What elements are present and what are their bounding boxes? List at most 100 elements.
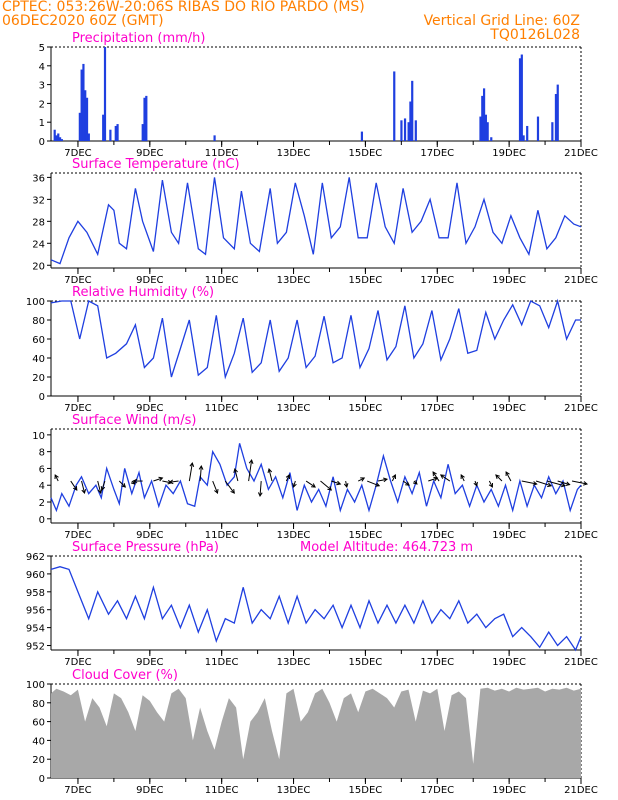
precip-bar — [520, 54, 523, 141]
precip-bar — [87, 133, 90, 141]
precip-bar — [556, 84, 559, 141]
x-tick-label: 15DEC — [349, 785, 383, 796]
x-tick-label: 9DEC — [136, 657, 163, 668]
y-tick-label: 8 — [39, 448, 45, 459]
x-tick-label: 7DEC — [64, 530, 91, 541]
x-tick-label: 19DEC — [492, 148, 526, 159]
wind-panel: Surface Wind (m/s) 0 2 4 6 8 10 7DEC 9DEC 11DEC 13… — [32, 413, 598, 541]
x-tick-label: 13DEC — [277, 530, 311, 541]
precip-bar — [393, 71, 396, 141]
cloud-panel: Cloud Cover (%) 0 20 40 60 80 100 7DEC 9DEC 11DEC… — [26, 668, 598, 796]
y-tick-label: 0 — [39, 774, 45, 785]
x-tick-label: 7DEC — [64, 148, 91, 159]
x-tick-label: 15DEC — [349, 403, 383, 414]
wind-arrow-head — [100, 486, 106, 491]
precip-panel: Precipitation (mm/h) 0 1 2 3 4 5 7DEC 9DEC 11DEC 1… — [39, 31, 598, 159]
wind-arrow — [224, 480, 235, 494]
wind-arrow — [248, 459, 253, 482]
wind-arrow — [97, 480, 102, 494]
wind-arrow — [285, 474, 290, 482]
y-tick-label: 0 — [39, 392, 45, 403]
y-tick-label: 3 — [39, 81, 45, 92]
wind-arrow — [259, 480, 262, 497]
x-tick-label: 7DEC — [64, 785, 91, 796]
wind-arrow-head — [54, 474, 59, 480]
precip-bar — [60, 139, 63, 141]
precip-bar — [78, 112, 81, 141]
wind-arrow — [495, 474, 503, 482]
precip-bar — [411, 80, 414, 141]
precip-bar — [84, 90, 87, 141]
wind-arrow-head — [285, 474, 290, 480]
x-tick-label: 13DEC — [277, 657, 311, 668]
x-tick-label: 15DEC — [349, 530, 383, 541]
rh-line — [50, 298, 581, 380]
y-tick-label: 80 — [32, 699, 45, 710]
temp-title: Surface Temperature (nC) — [72, 157, 240, 172]
wind-arrow-head — [565, 481, 571, 486]
wind-arrow — [460, 474, 465, 482]
y-tick-label: 5 — [39, 43, 45, 54]
precip-bar — [403, 118, 407, 141]
precip-bar — [80, 69, 83, 141]
x-tick-label: 7DEC — [64, 657, 91, 668]
y-tick-label: 6 — [39, 464, 45, 475]
precip-bar — [481, 95, 484, 141]
y-tick-label: 2 — [39, 99, 45, 110]
y-tick-label: 962 — [26, 552, 45, 563]
precip-bar — [82, 63, 85, 141]
wind-arrow — [571, 480, 588, 485]
y-tick-label: 20 — [32, 373, 45, 384]
wind-arrow-head — [473, 481, 478, 487]
x-tick-label: 15DEC — [349, 275, 383, 286]
precip-bar — [486, 122, 489, 141]
wind-arrow-head — [336, 480, 342, 486]
wind-arrow-head — [292, 482, 297, 488]
wind-arrow — [101, 480, 106, 491]
wind-arrow-head — [432, 471, 437, 477]
wind-arrow-head — [168, 479, 174, 485]
x-tick-label: 19DEC — [492, 785, 526, 796]
wind-arrow — [153, 477, 163, 482]
x-tick-label: 15DEC — [349, 148, 383, 159]
wind-arrow — [402, 480, 410, 486]
x-tick-label: 13DEC — [277, 403, 311, 414]
precip-bar — [58, 137, 62, 141]
x-tick-label: 21DEC — [564, 275, 598, 286]
precip-bar — [482, 88, 486, 141]
wind-arrow-head — [360, 477, 366, 482]
precip-bar — [554, 94, 558, 141]
rh-panel: Relative Humidity (%) 0 20 40 60 80 100 7DEC 9DE… — [26, 285, 598, 414]
wind-arrow-head — [532, 481, 538, 486]
wind-arrow-head — [189, 461, 195, 467]
x-tick-label: 11DEC — [205, 530, 239, 541]
wind-arrow — [320, 480, 332, 491]
precip-title: Precipitation (mm/h) — [72, 31, 205, 46]
header-model-code: TQ0126L028 — [490, 27, 580, 43]
wind-arrow-head — [488, 482, 493, 488]
y-tick-label: 20 — [32, 755, 45, 766]
precip-bar — [103, 47, 107, 141]
pressure-title: Surface Pressure (hPa) — [72, 540, 219, 555]
x-tick-label: 21DEC — [564, 148, 598, 159]
wind-arrow — [268, 468, 273, 482]
wind-arrow-head — [81, 489, 87, 494]
wind-arrow-head — [257, 492, 263, 498]
y-tick-label: 24 — [32, 239, 45, 250]
wind-arrow — [521, 480, 537, 485]
x-tick-label: 7DEC — [64, 275, 91, 286]
wind-arrow-head — [383, 477, 389, 483]
x-tick-label: 9DEC — [136, 403, 163, 414]
x-tick-label: 9DEC — [136, 275, 163, 286]
wind-arrow-head — [97, 489, 103, 495]
x-tick-label: 11DEC — [205, 785, 239, 796]
precip-bar — [400, 120, 403, 141]
precip-bar — [409, 101, 412, 141]
x-tick-label: 19DEC — [492, 275, 526, 286]
precip-bar — [143, 97, 146, 141]
precip-bar — [53, 129, 56, 141]
x-tick-label: 11DEC — [205, 275, 239, 286]
precip-bar — [55, 135, 58, 141]
wind-arrow-head — [343, 483, 349, 489]
temp-panel: Surface Temperature (nC) 20 24 28 32 36 7DEC 9D… — [32, 157, 598, 286]
